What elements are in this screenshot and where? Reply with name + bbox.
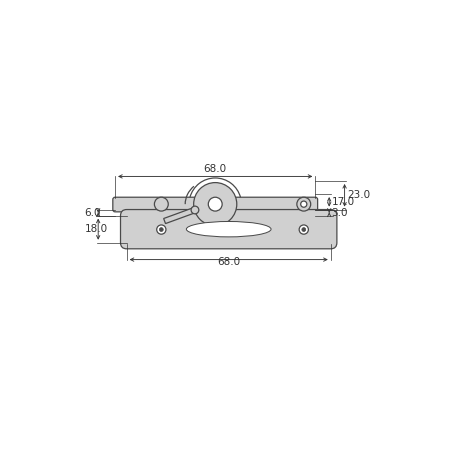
Circle shape [194,183,237,226]
FancyBboxPatch shape [121,210,337,249]
Text: 68.0: 68.0 [204,164,227,174]
Text: 23.0: 23.0 [347,190,370,200]
Ellipse shape [186,221,271,237]
Text: 3.0: 3.0 [332,207,348,218]
Polygon shape [164,207,196,224]
Circle shape [208,197,222,211]
Text: 68.0: 68.0 [217,257,240,267]
Circle shape [191,206,199,214]
Circle shape [301,201,307,207]
Text: 17.0: 17.0 [332,197,355,207]
Circle shape [299,225,308,234]
Text: 18.0: 18.0 [84,224,108,234]
Circle shape [157,225,166,234]
FancyBboxPatch shape [113,197,318,212]
Text: 6.0: 6.0 [84,207,101,218]
Circle shape [297,197,310,211]
Circle shape [154,197,168,211]
Circle shape [302,228,306,231]
Circle shape [159,228,163,231]
